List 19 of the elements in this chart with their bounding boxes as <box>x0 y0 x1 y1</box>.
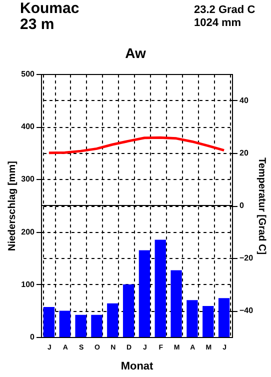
y-tick-label: 100 <box>21 280 36 289</box>
y-tick-label: 300 <box>21 174 36 184</box>
x-axis-title: Monat <box>120 360 154 372</box>
chart-subtitle: 23 m <box>20 16 54 33</box>
y-tick-label: 0 <box>30 332 36 342</box>
y2-tick-label: 40 <box>240 96 249 105</box>
text: 23.2 Grad C <box>194 4 256 16</box>
text: 1024 mm <box>194 17 242 29</box>
y-axis-title: Niederschlag [mm] <box>7 160 18 252</box>
y2-tick-label: 0 <box>240 201 244 210</box>
y2-axis-title: Temperatur [Grad C] <box>256 157 268 255</box>
y-tick-label: 400 <box>21 122 36 132</box>
y2-tick-label: −40 <box>240 306 254 316</box>
y-tick-label: 500 <box>21 70 36 78</box>
text: Aw <box>124 45 147 61</box>
y-tick-label: 200 <box>21 227 36 236</box>
chart-title: Koumac <box>20 0 80 17</box>
y2-tick-label: −20 <box>240 254 254 263</box>
y2-tick-label: 20 <box>240 148 249 158</box>
